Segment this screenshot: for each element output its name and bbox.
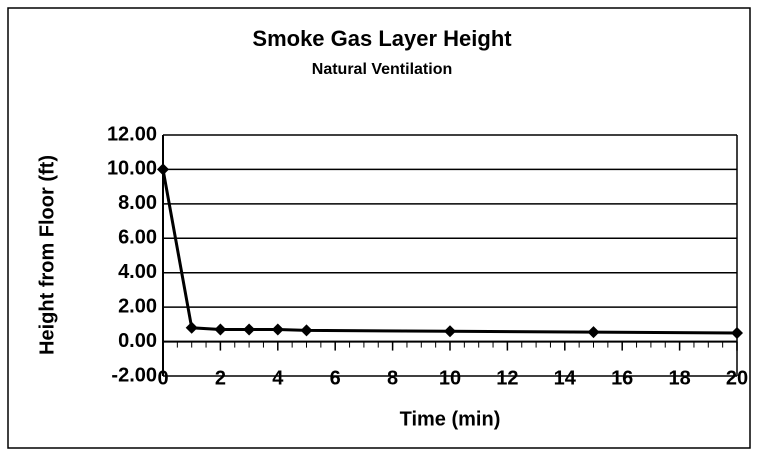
x-tick-label: 4 [272, 367, 284, 389]
data-point [185, 321, 198, 334]
y-tick-label: 4.00 [118, 261, 157, 283]
y-tick-label: 10.00 [107, 158, 157, 180]
data-point [587, 326, 600, 339]
x-tick-label: 18 [668, 367, 690, 389]
data-point [157, 163, 169, 176]
y-tick-label: 2.00 [118, 295, 157, 317]
chart-border [7, 7, 751, 449]
chart-title: Smoke Gas Layer Height [252, 26, 512, 51]
x-tick-label: 14 [554, 367, 577, 389]
data-point [444, 325, 456, 338]
x-axis-label: Time (min) [400, 408, 501, 430]
y-axis-label: Height from Floor (ft) [36, 155, 58, 355]
y-tick-label: -2.00 [111, 364, 157, 386]
x-tick-label: 6 [330, 367, 341, 389]
data-point [271, 323, 284, 336]
y-tick-label: 0.00 [118, 330, 157, 352]
y-tick-label: 12.00 [107, 123, 157, 145]
data-point [214, 323, 227, 336]
data-point [731, 326, 743, 339]
x-tick-label: 16 [611, 367, 633, 389]
x-tick-label: 0 [157, 367, 168, 389]
x-tick-label: 20 [726, 367, 748, 389]
y-tick-label: 8.00 [118, 192, 157, 214]
x-tick-label: 10 [439, 367, 461, 389]
x-tick-label: 2 [215, 367, 226, 389]
chart-subtitle: Natural Ventilation [312, 61, 452, 78]
data-point [243, 323, 256, 336]
data-point [300, 324, 313, 337]
y-tick-label: 6.00 [118, 227, 157, 249]
x-tick-label: 8 [387, 367, 398, 389]
x-tick-label: 12 [496, 367, 518, 389]
